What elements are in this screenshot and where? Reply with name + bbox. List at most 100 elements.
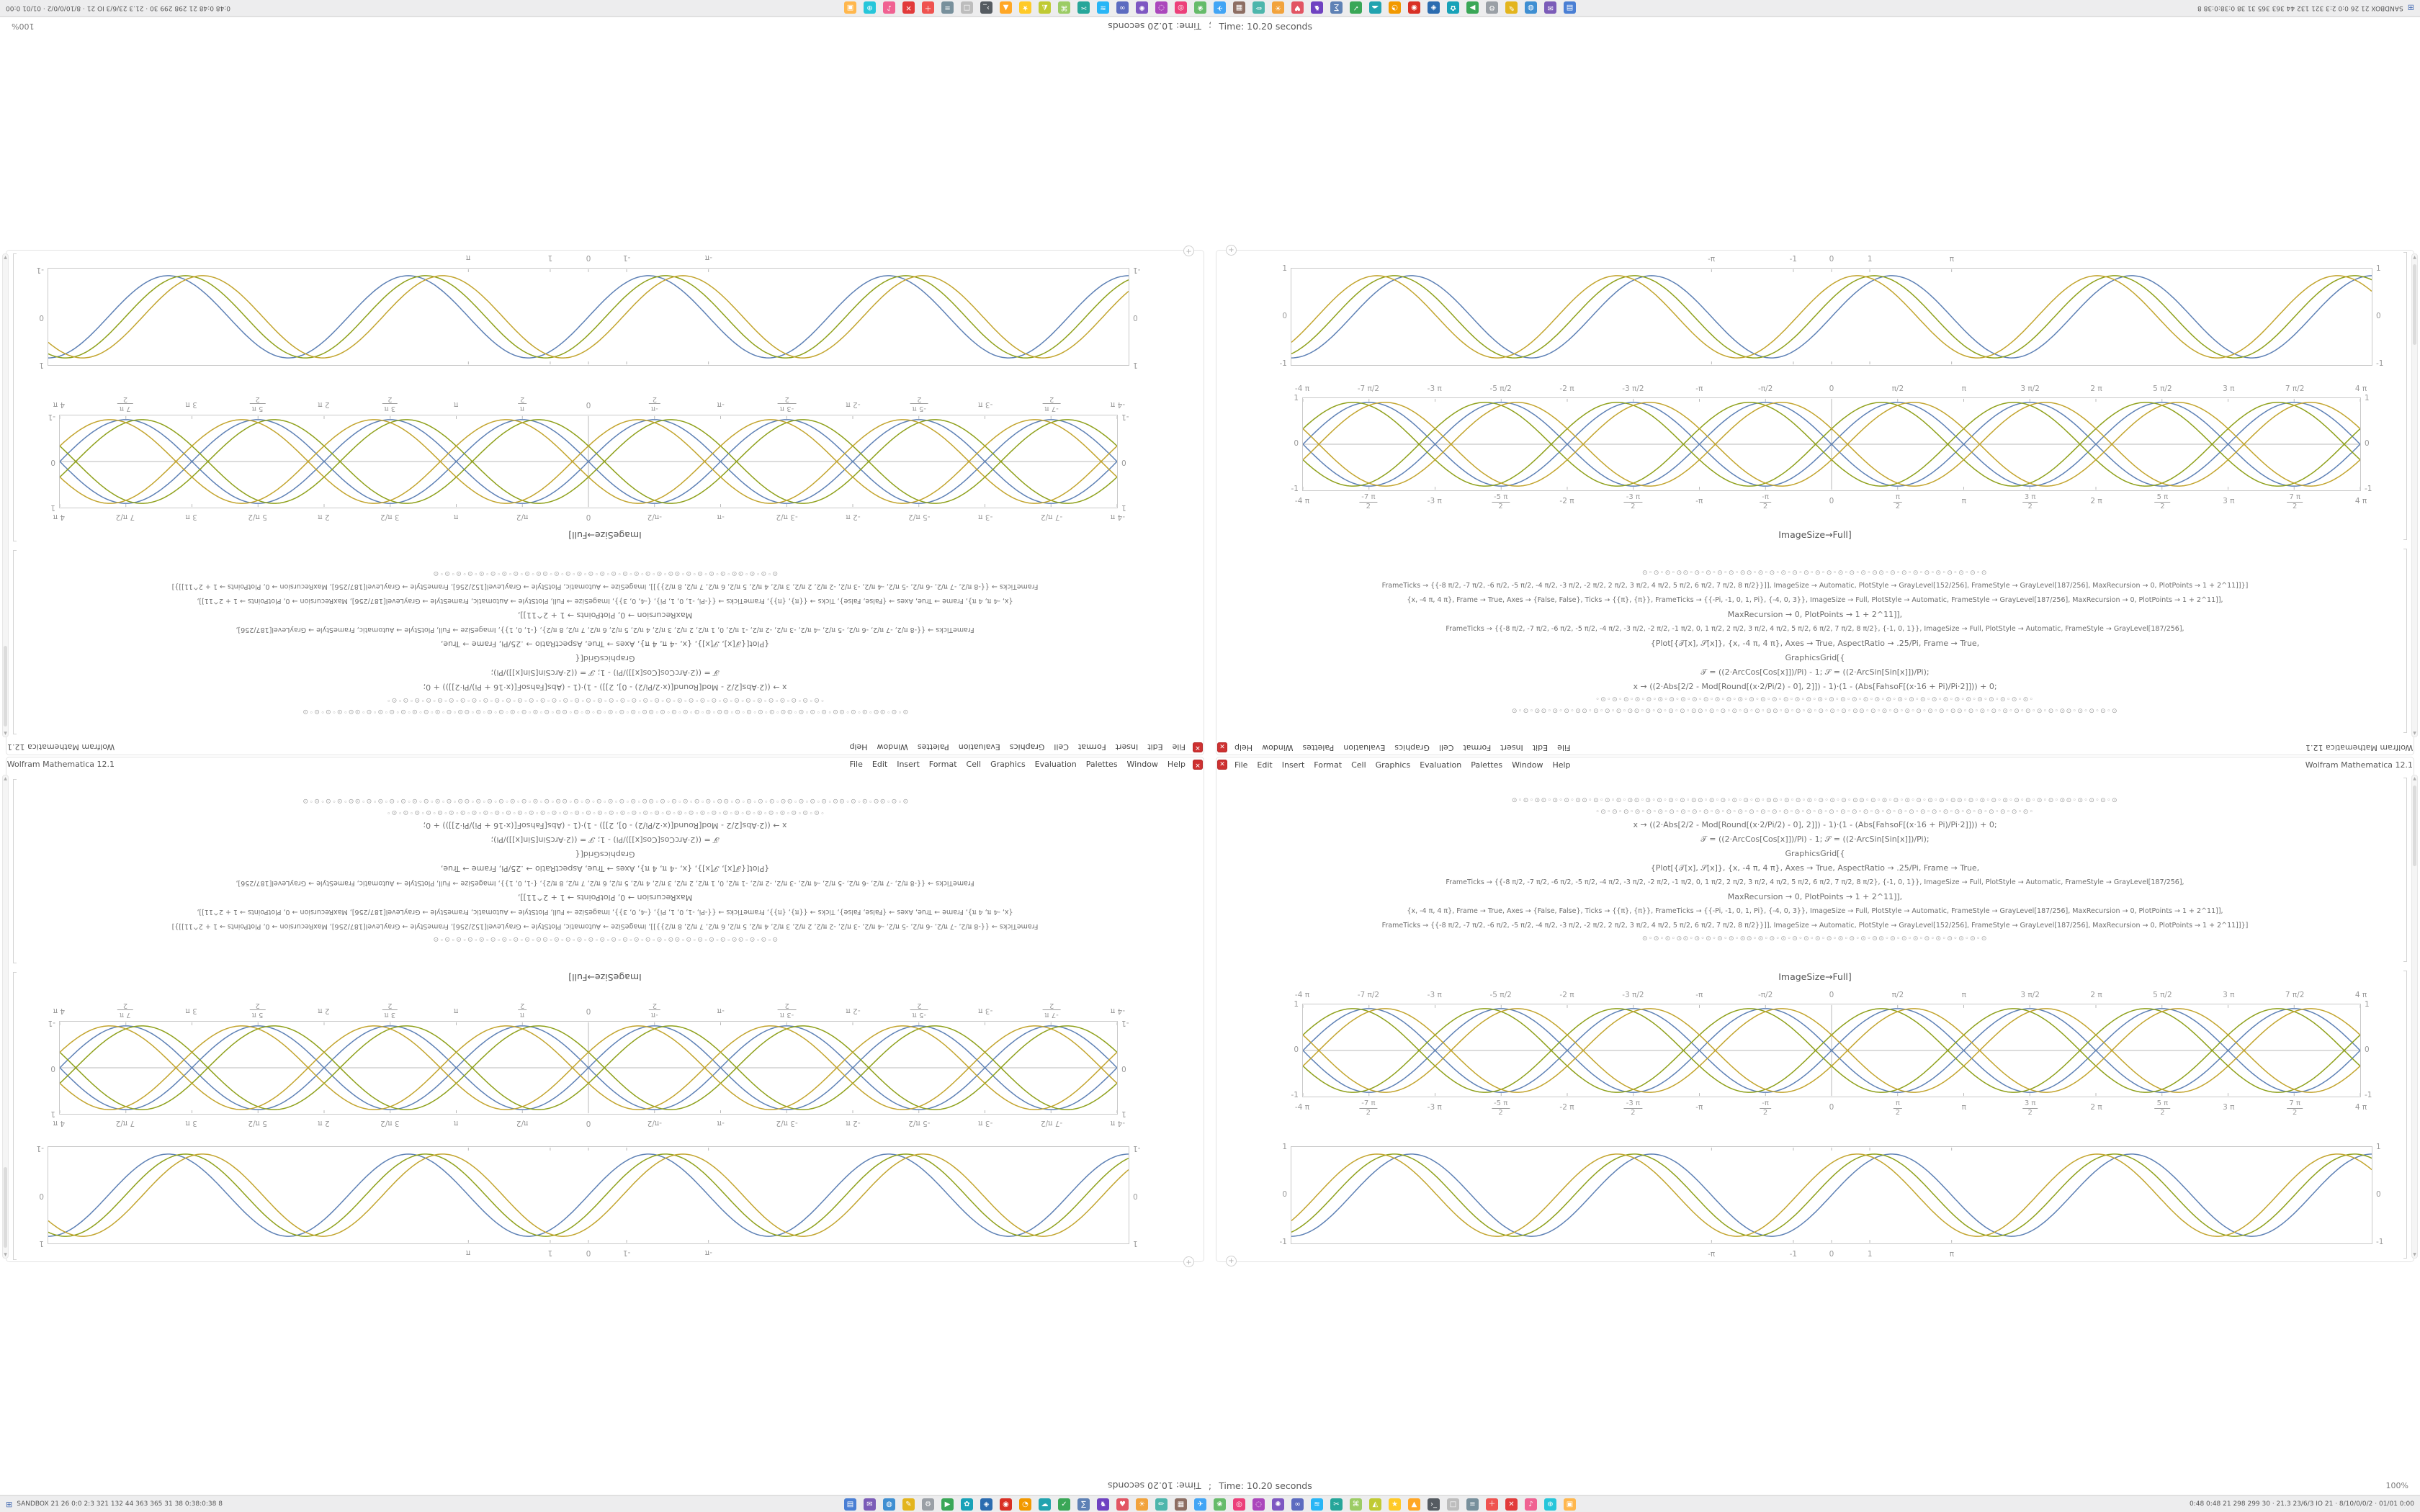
scroll-down-icon[interactable]: ▼	[2413, 731, 2416, 736]
code-icon[interactable]: ◈	[980, 1498, 992, 1511]
health-icon[interactable]: ♥	[1116, 1498, 1129, 1511]
code-cell-block[interactable]: ⊙◦⊙◦⊙⊙◦⊙◦⊙◦⊙⊙◦⊙◦⊙◦⊙◦⊙⊙◦⊙◦⊙◦⊙◦⊙◦⊙⊙◦⊙◦⊙◦⊙◦…	[1210, 773, 2420, 966]
browser-icon[interactable]: ◍	[883, 1498, 895, 1511]
folder-icon[interactable]: ▣	[844, 1, 856, 14]
command-icon[interactable]: ⌘	[1058, 1, 1070, 14]
math-icon[interactable]: ∑	[1077, 1498, 1090, 1511]
files-icon[interactable]: ▤	[1564, 1, 1576, 14]
clock-icon[interactable]: ◔	[1389, 1, 1401, 14]
menu-item-format[interactable]: Format	[1077, 742, 1106, 752]
cloud-icon[interactable]: ☁	[1039, 1498, 1051, 1511]
menu-item-help[interactable]: Help	[849, 742, 868, 752]
spark-icon[interactable]: ✺	[1136, 1, 1148, 14]
close-app-icon[interactable]: ✕	[1505, 1498, 1518, 1511]
scroll-down-icon[interactable]: ▼	[4, 255, 7, 260]
scroll-up-icon[interactable]: ▲	[4, 731, 7, 736]
menu-item-file[interactable]: File	[849, 760, 863, 770]
menu-item-palettes[interactable]: Palettes	[1085, 760, 1118, 770]
grid-icon[interactable]: ▦	[1175, 1498, 1187, 1511]
photos-icon[interactable]: ✿	[961, 1498, 973, 1511]
close-icon[interactable]: ✕	[1193, 760, 1203, 770]
snip-icon[interactable]: ✂	[1077, 1, 1090, 14]
code-cell-block[interactable]: ⊙◦⊙◦⊙⊙◦⊙◦⊙◦⊙⊙◦⊙◦⊙◦⊙◦⊙⊙◦⊙◦⊙◦⊙◦⊙◦⊙⊙◦⊙◦⊙◦⊙◦…	[0, 773, 1210, 966]
target-icon[interactable]: ◎	[1233, 1498, 1245, 1511]
music-icon[interactable]: ♪	[1525, 1498, 1537, 1511]
layers-icon[interactable]: ◭	[1039, 1, 1051, 14]
menu-item-edit[interactable]: Edit	[1147, 742, 1163, 752]
menu-item-cell[interactable]: Cell	[966, 760, 982, 770]
chess-icon[interactable]: ♞	[1311, 1, 1323, 14]
notes-icon[interactable]: ✎	[902, 1498, 915, 1511]
code-cell-block[interactable]: ⊙◦⊙◦⊙⊙◦⊙◦⊙◦⊙⊙◦⊙◦⊙◦⊙◦⊙⊙◦⊙◦⊙◦⊙◦⊙◦⊙⊙◦⊙◦⊙◦⊙◦…	[1210, 546, 2420, 739]
chart-icon[interactable]: ▲	[1000, 1, 1012, 14]
code-icon[interactable]: ◈	[1428, 1, 1440, 14]
menu-item-palettes[interactable]: Palettes	[1471, 760, 1503, 770]
zoom-indicator[interactable]: 100%	[12, 22, 35, 32]
menu-item-evaluation[interactable]: Evaluation	[1343, 742, 1386, 752]
terminal-icon[interactable]: ›_	[980, 1, 992, 14]
snip-icon[interactable]: ✂	[1330, 1498, 1343, 1511]
close-icon[interactable]: ✕	[1193, 742, 1203, 752]
mail-icon[interactable]: ✉	[1544, 1, 1556, 14]
settings-icon[interactable]: ⚙	[1486, 1, 1498, 14]
menu-item-graphics[interactable]: Graphics	[1375, 760, 1411, 770]
start-menu-icon[interactable]: ⊞	[2407, 3, 2414, 13]
close-icon[interactable]: ✕	[1217, 742, 1227, 752]
cloud-icon[interactable]: ☁	[1369, 1, 1381, 14]
settings-icon[interactable]: ⚙	[922, 1498, 934, 1511]
scrollbar-thumb[interactable]	[2413, 786, 2416, 866]
weather-icon[interactable]: ☀	[1136, 1498, 1148, 1511]
menu-item-help[interactable]: Help	[1234, 742, 1253, 752]
target-icon[interactable]: ◎	[1175, 1, 1187, 14]
weather-icon[interactable]: ☀	[1272, 1, 1284, 14]
scrollbar-thumb[interactable]	[2413, 264, 2416, 345]
menu-item-cell[interactable]: Cell	[1351, 760, 1366, 770]
favorites-icon[interactable]: ★	[1019, 1, 1031, 14]
docs-icon[interactable]: ≡	[1466, 1498, 1479, 1511]
menu-item-insert[interactable]: Insert	[1281, 760, 1305, 770]
menu-item-window[interactable]: Window	[1512, 760, 1543, 770]
docs-icon[interactable]: ≡	[941, 1, 954, 14]
menu-item-palettes[interactable]: Palettes	[917, 742, 949, 752]
photos-icon[interactable]: ✿	[1447, 1, 1459, 14]
vertical-scrollbar[interactable]: ▲ ▼	[2411, 775, 2418, 1259]
scroll-up-icon[interactable]: ▲	[2413, 776, 2416, 781]
music-icon[interactable]: ♪	[883, 1, 895, 14]
browser-icon[interactable]: ◍	[1525, 1, 1537, 14]
link-icon[interactable]: ∞	[1116, 1, 1129, 14]
menu-item-evaluation[interactable]: Evaluation	[1420, 760, 1462, 770]
clock-icon[interactable]: ◔	[1019, 1498, 1031, 1511]
globe-icon[interactable]: ⊕	[864, 1, 876, 14]
zoom-indicator[interactable]: 100%	[2385, 1480, 2408, 1490]
layers-icon[interactable]: ◭	[1369, 1498, 1381, 1511]
mail-icon[interactable]: ✉	[864, 1498, 876, 1511]
garden-icon[interactable]: ❀	[1194, 1, 1206, 14]
files-icon[interactable]: ▤	[844, 1498, 856, 1511]
start-menu-icon[interactable]: ⊞	[6, 1499, 13, 1509]
tasks-icon[interactable]: ✓	[1350, 1, 1362, 14]
braid-plot[interactable]: -4 π -7 π/2 -3 π -5 π/2 -2 π -3 π/2 -π -π/2 0 π/2…	[1210, 988, 2420, 1130]
scrollbar-thumb[interactable]	[4, 1167, 7, 1248]
braid-plot[interactable]: -4 π -7 π/2 -3 π -5 π/2 -2 π -3 π/2 -π -π/2 0 π/2…	[1210, 382, 2420, 524]
menu-item-evaluation[interactable]: Evaluation	[958, 742, 1000, 752]
menu-item-file[interactable]: File	[1234, 760, 1248, 770]
menu-item-graphics[interactable]: Graphics	[990, 760, 1026, 770]
menu-item-window[interactable]: Window	[1126, 760, 1158, 770]
command-icon[interactable]: ⌘	[1350, 1498, 1362, 1511]
insert-cell-button[interactable]: +	[1226, 245, 1237, 256]
scroll-up-icon[interactable]: ▲	[2413, 255, 2416, 260]
record-icon[interactable]: ◉	[1000, 1498, 1012, 1511]
edit-icon[interactable]: ✏	[1155, 1498, 1168, 1511]
braid-plot[interactable]: -4 π -7 π/2 -3 π -5 π/2 -2 π -3 π/2 -π -π/2 0 π/2…	[0, 988, 1210, 1130]
edit-icon[interactable]: ✏	[1252, 1, 1265, 14]
tasks-icon[interactable]: ✓	[1058, 1498, 1070, 1511]
menu-item-graphics[interactable]: Graphics	[1394, 742, 1430, 752]
globe-icon[interactable]: ⊕	[1544, 1498, 1556, 1511]
insert-cell-button[interactable]: +	[1226, 1256, 1237, 1266]
menu-item-palettes[interactable]: Palettes	[1302, 742, 1335, 752]
record-icon[interactable]: ◉	[1408, 1, 1420, 14]
box-icon[interactable]: □	[961, 1, 973, 14]
scroll-up-icon[interactable]: ▲	[4, 1252, 7, 1257]
